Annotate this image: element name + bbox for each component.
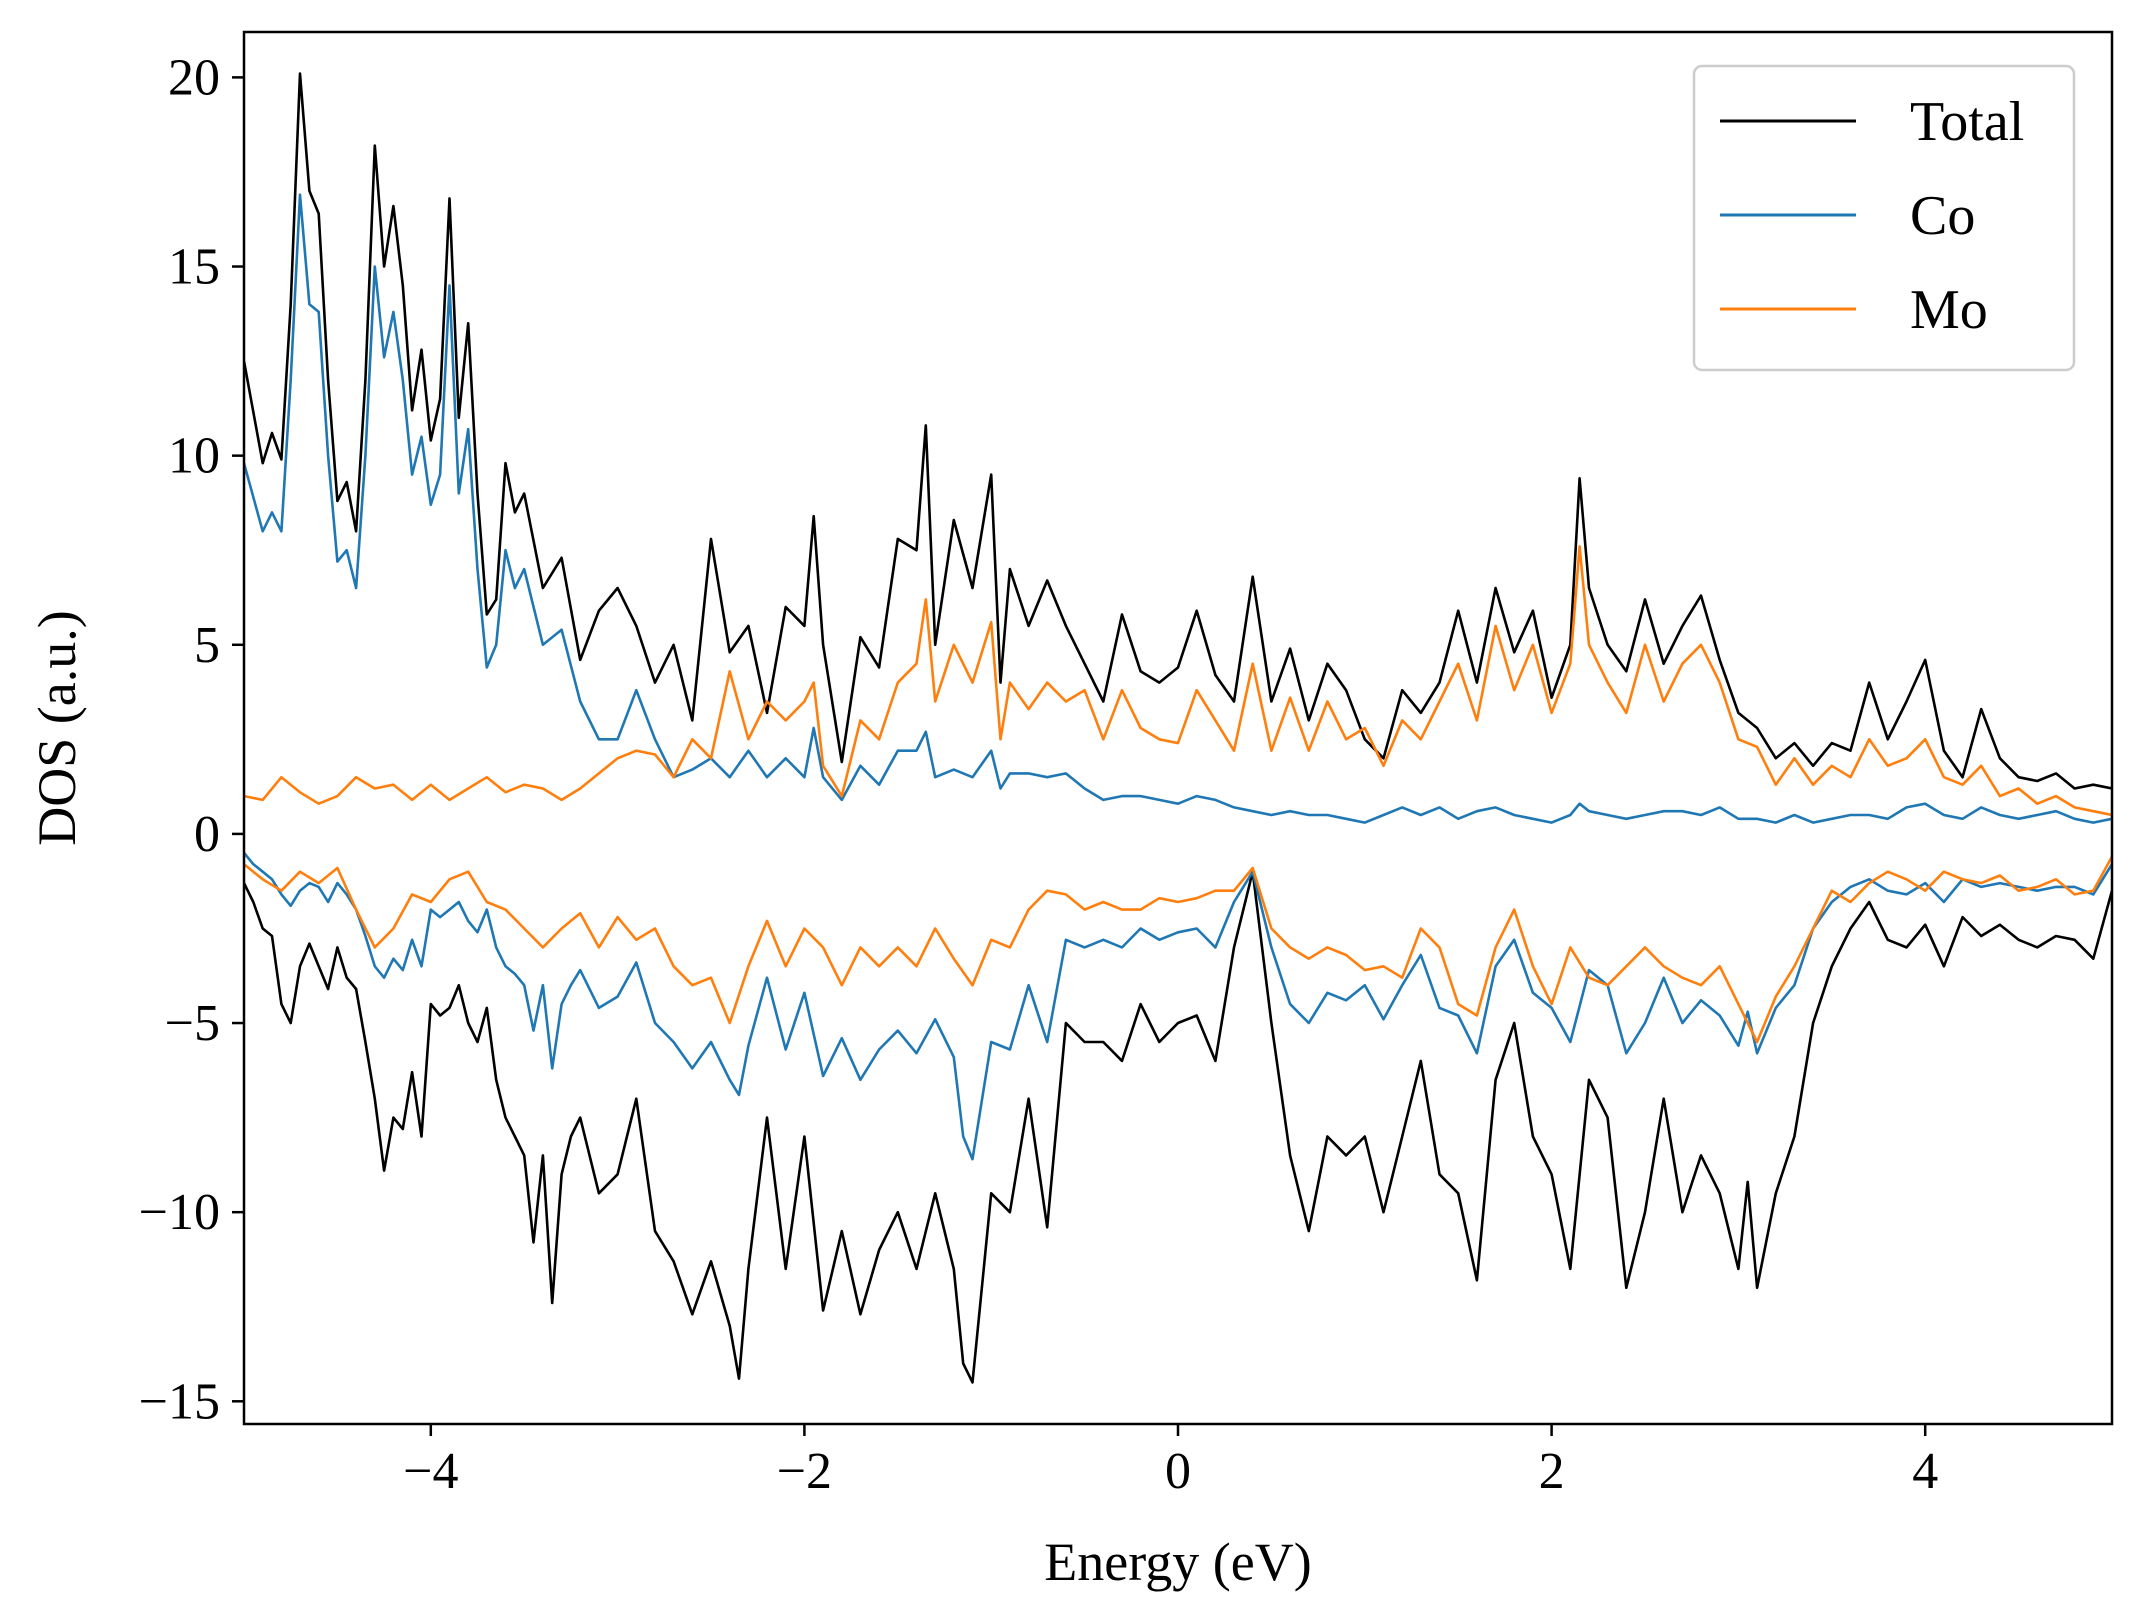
x-tick-label: 2 <box>1539 1443 1565 1500</box>
x-tick-label: 4 <box>1912 1443 1938 1500</box>
y-axis: −15 −10 −5 0 5 10 15 20 <box>139 49 244 1430</box>
y-tick-label: −10 <box>139 1184 220 1241</box>
series-line-mo-spin-up <box>244 545 2112 817</box>
series-line-total-spin-down <box>244 870 2112 1384</box>
y-tick-label: 20 <box>168 49 220 106</box>
y-tick-label: 5 <box>194 617 220 674</box>
series-layer <box>244 72 2112 1384</box>
x-axis-label: Energy (eV) <box>1044 1532 1311 1592</box>
x-tick-label: 0 <box>1165 1443 1191 1500</box>
series-line-total-spin-up <box>244 72 2112 790</box>
x-axis: −4 −2 0 2 4 <box>403 1424 1938 1500</box>
legend-box <box>1692 64 2076 372</box>
legend-label-total: Total <box>1910 91 2024 153</box>
y-axis-label: DOS (a.u.) <box>27 610 87 845</box>
y-tick-label: 10 <box>168 428 220 485</box>
x-tick-label: −2 <box>777 1443 832 1500</box>
y-tick-label: −5 <box>165 995 220 1052</box>
legend-label-co: Co <box>1910 185 1975 247</box>
series-line-mo-spin-down <box>244 855 2112 1044</box>
legend-label-mo: Mo <box>1910 279 1988 341</box>
legend: Total Co Mo <box>1692 64 2076 372</box>
y-tick-label: 0 <box>194 806 220 863</box>
y-tick-label: −15 <box>139 1373 220 1430</box>
series-line-co-spin-up <box>244 193 2112 824</box>
y-tick-label: 15 <box>168 239 220 296</box>
x-tick-label: −4 <box>403 1443 458 1500</box>
